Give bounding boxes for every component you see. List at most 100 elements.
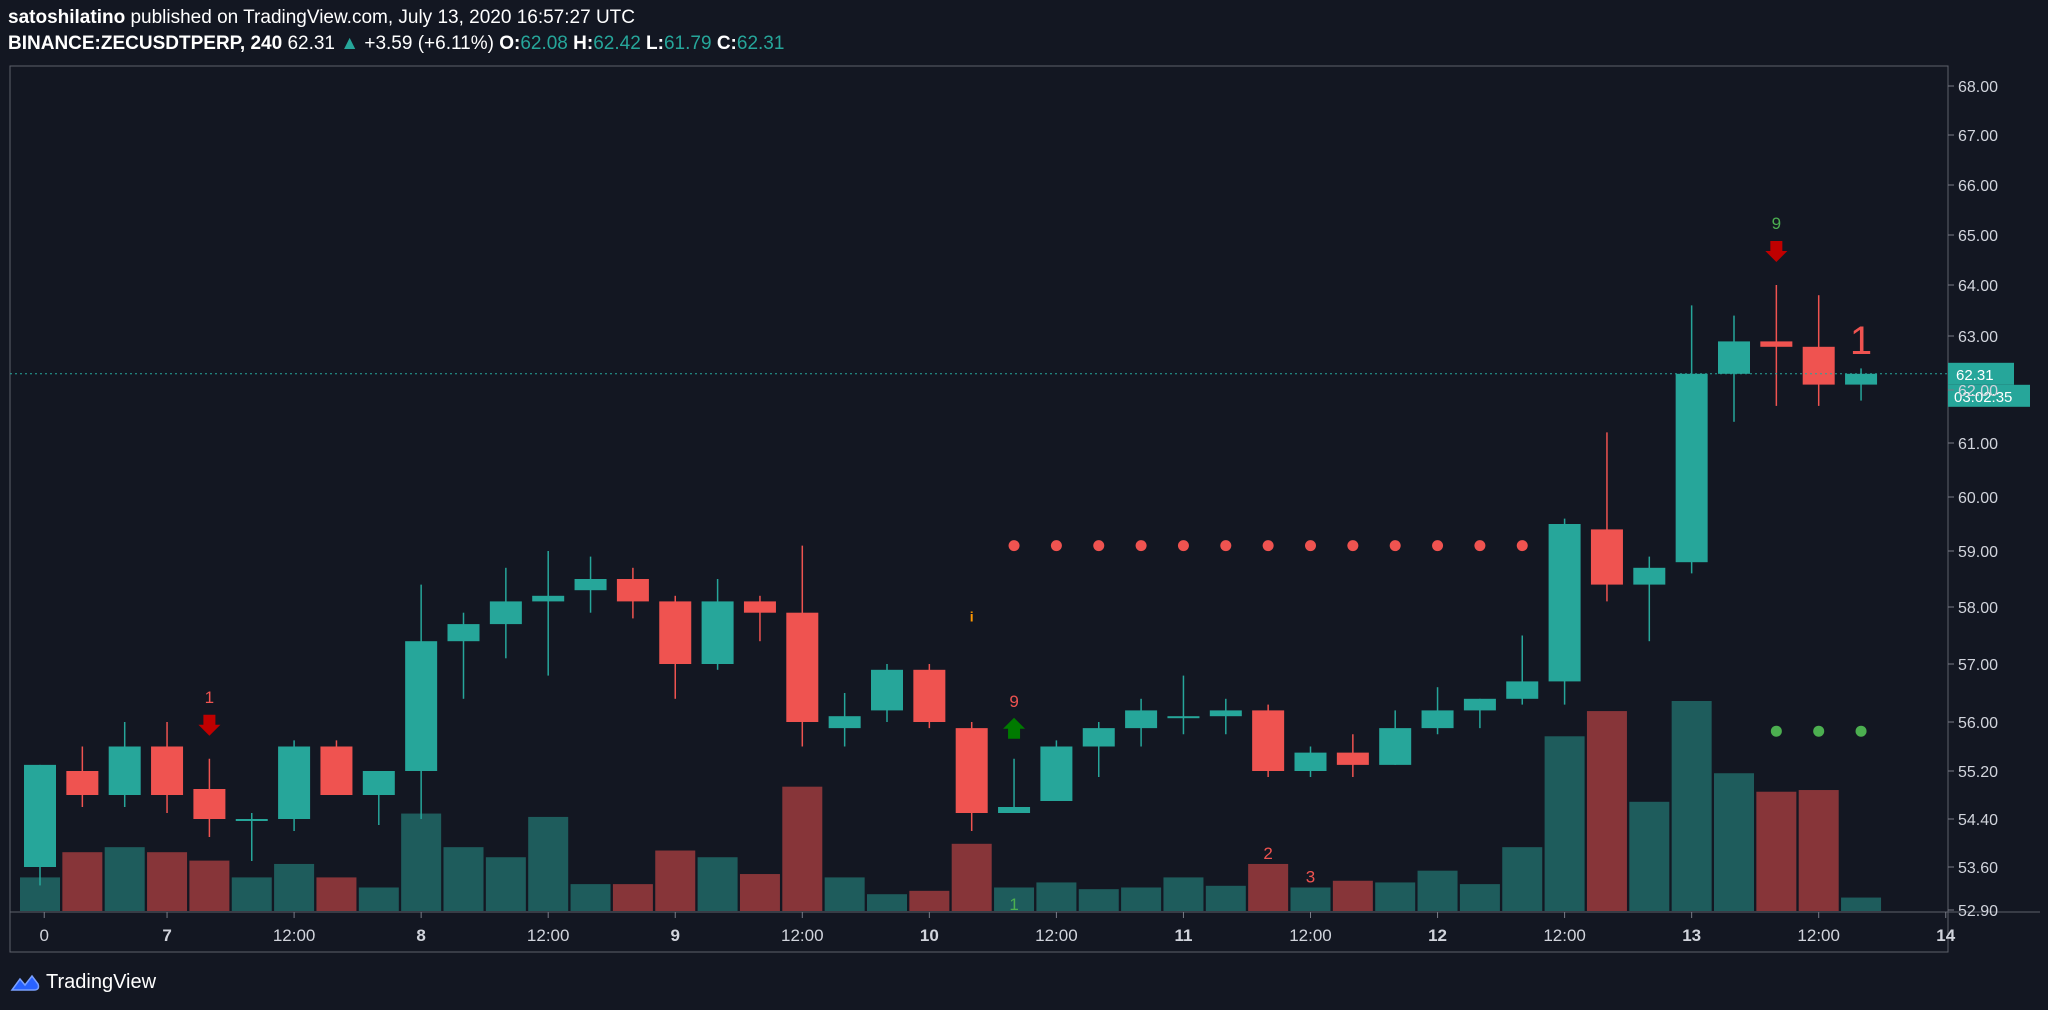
candle-body[interactable] — [278, 746, 311, 820]
publisher-name[interactable]: satoshilatino — [8, 7, 126, 28]
y-tick-label: 63.00 — [1958, 329, 1998, 346]
candle-body[interactable] — [66, 771, 99, 795]
high-value: 62.42 — [593, 33, 641, 54]
symbol-name[interactable]: BINANCE:ZECUSDTPERP, 240 — [8, 33, 283, 54]
volume-bar — [1290, 887, 1331, 911]
support-dot — [1855, 725, 1867, 737]
y-tick-label: 68.00 — [1958, 79, 1998, 96]
td-setup-number: 1 — [1009, 895, 1018, 914]
volume-bar — [1332, 880, 1373, 911]
support-dot — [1770, 725, 1782, 737]
candle-body[interactable] — [1421, 710, 1454, 729]
candle-body[interactable] — [1760, 341, 1793, 347]
candle-body[interactable] — [1040, 746, 1073, 802]
candle-body[interactable] — [1548, 524, 1581, 682]
candle-body[interactable] — [1802, 346, 1835, 385]
candle-body[interactable] — [828, 716, 861, 729]
volume-bar — [1714, 773, 1754, 911]
candle-body[interactable] — [1082, 728, 1115, 747]
volume-bar — [1586, 711, 1627, 911]
candle-body[interactable] — [616, 579, 649, 602]
volume-bar — [104, 847, 145, 911]
low-label: L: — [646, 33, 664, 54]
candle-body[interactable] — [1209, 710, 1242, 717]
candle-body[interactable] — [1125, 710, 1158, 729]
candle-body[interactable] — [786, 612, 819, 722]
y-tick-label: 52.90 — [1958, 903, 1998, 920]
candle-body[interactable] — [1633, 567, 1666, 585]
resistance-dot — [1474, 540, 1486, 552]
volume-bar — [570, 884, 611, 911]
candle-body[interactable] — [24, 764, 56, 867]
candle-body[interactable] — [1506, 681, 1539, 699]
candle-body[interactable] — [701, 601, 734, 664]
close-value: 62.31 — [736, 33, 785, 54]
x-tick-label: 12 — [1428, 926, 1447, 945]
candle-body[interactable] — [320, 746, 353, 796]
candle-body[interactable] — [871, 669, 903, 711]
x-tick-label: 0 — [40, 926, 49, 945]
volume-bar — [401, 813, 442, 911]
volume-bar — [739, 874, 780, 911]
sell-count-label: 9 — [1772, 214, 1781, 233]
candle-body[interactable] — [447, 624, 480, 642]
y-tick-label: 67.00 — [1958, 128, 1998, 145]
candle-body[interactable] — [362, 771, 395, 795]
x-tick-label: 12:00 — [781, 926, 824, 945]
candle-body[interactable] — [998, 807, 1031, 813]
publish-line: satoshilatino published on TradingView.c… — [8, 6, 2038, 30]
high-label: H: — [573, 33, 594, 54]
volume-bar — [697, 857, 738, 911]
info-marker-icon: i — [970, 609, 974, 625]
volume-bar — [62, 852, 103, 911]
open-label: O: — [499, 33, 521, 54]
volume-bar — [1671, 701, 1712, 911]
volume-bar — [1417, 870, 1458, 911]
candle-body[interactable] — [1294, 752, 1327, 771]
time-axis[interactable]: 0 7 12:00 8 12:00 9 12:00 10 12:00 11 12:00 12 12:00… — [40, 912, 1956, 945]
volume-bars — [20, 701, 1882, 911]
candle-body[interactable] — [151, 746, 184, 796]
resistance-dot — [1262, 540, 1274, 552]
volume-bar — [1502, 847, 1543, 911]
volume-bar — [1459, 884, 1500, 911]
candles[interactable] — [24, 285, 1878, 886]
resistance-dot — [1008, 540, 1020, 552]
candle-body[interactable] — [743, 601, 776, 613]
candle-body[interactable] — [1718, 341, 1750, 374]
current-price-line: 62.31 03:02:35 — [10, 362, 2030, 407]
candle-body[interactable] — [1845, 373, 1878, 385]
volume-bar — [1798, 790, 1839, 911]
candle-body[interactable] — [1590, 529, 1623, 585]
candle-body[interactable] — [1252, 710, 1285, 771]
low-value: 61.79 — [663, 33, 712, 54]
candle-body[interactable] — [659, 601, 692, 664]
candle-body[interactable] — [235, 819, 268, 821]
x-tick-label: 12:00 — [1035, 926, 1078, 945]
candle-body[interactable] — [574, 579, 607, 591]
y-tick-label: 55.20 — [1958, 764, 1998, 781]
volume-bar — [274, 863, 315, 911]
tradingview-footer[interactable]: TradingView — [8, 968, 156, 996]
candle-body[interactable] — [1336, 752, 1369, 765]
volume-bar — [1756, 791, 1797, 911]
current-price-label: 62.31 — [1956, 367, 1994, 384]
candle-body[interactable] — [1675, 373, 1708, 563]
tradingview-cloud-icon — [10, 974, 40, 991]
candle-body[interactable] — [489, 601, 522, 625]
candle-body[interactable] — [1463, 698, 1496, 711]
volume-bar — [909, 890, 950, 911]
volume-bar — [528, 816, 569, 911]
candle-body[interactable] — [913, 669, 946, 722]
x-tick-label: 9 — [671, 926, 680, 945]
candle-body[interactable] — [532, 595, 565, 602]
candle-body[interactable] — [193, 789, 226, 819]
candle-body[interactable] — [405, 641, 438, 771]
price-axis[interactable]: 68.00 67.00 66.00 65.00 64.00 63.00 62.00 61.00… — [1948, 79, 1998, 920]
candle-body[interactable] — [1167, 716, 1200, 719]
candle-body[interactable] — [955, 728, 988, 813]
tradingview-brand[interactable]: TradingView — [46, 970, 157, 993]
candle-body[interactable] — [108, 746, 141, 796]
candle-body[interactable] — [1379, 728, 1412, 765]
